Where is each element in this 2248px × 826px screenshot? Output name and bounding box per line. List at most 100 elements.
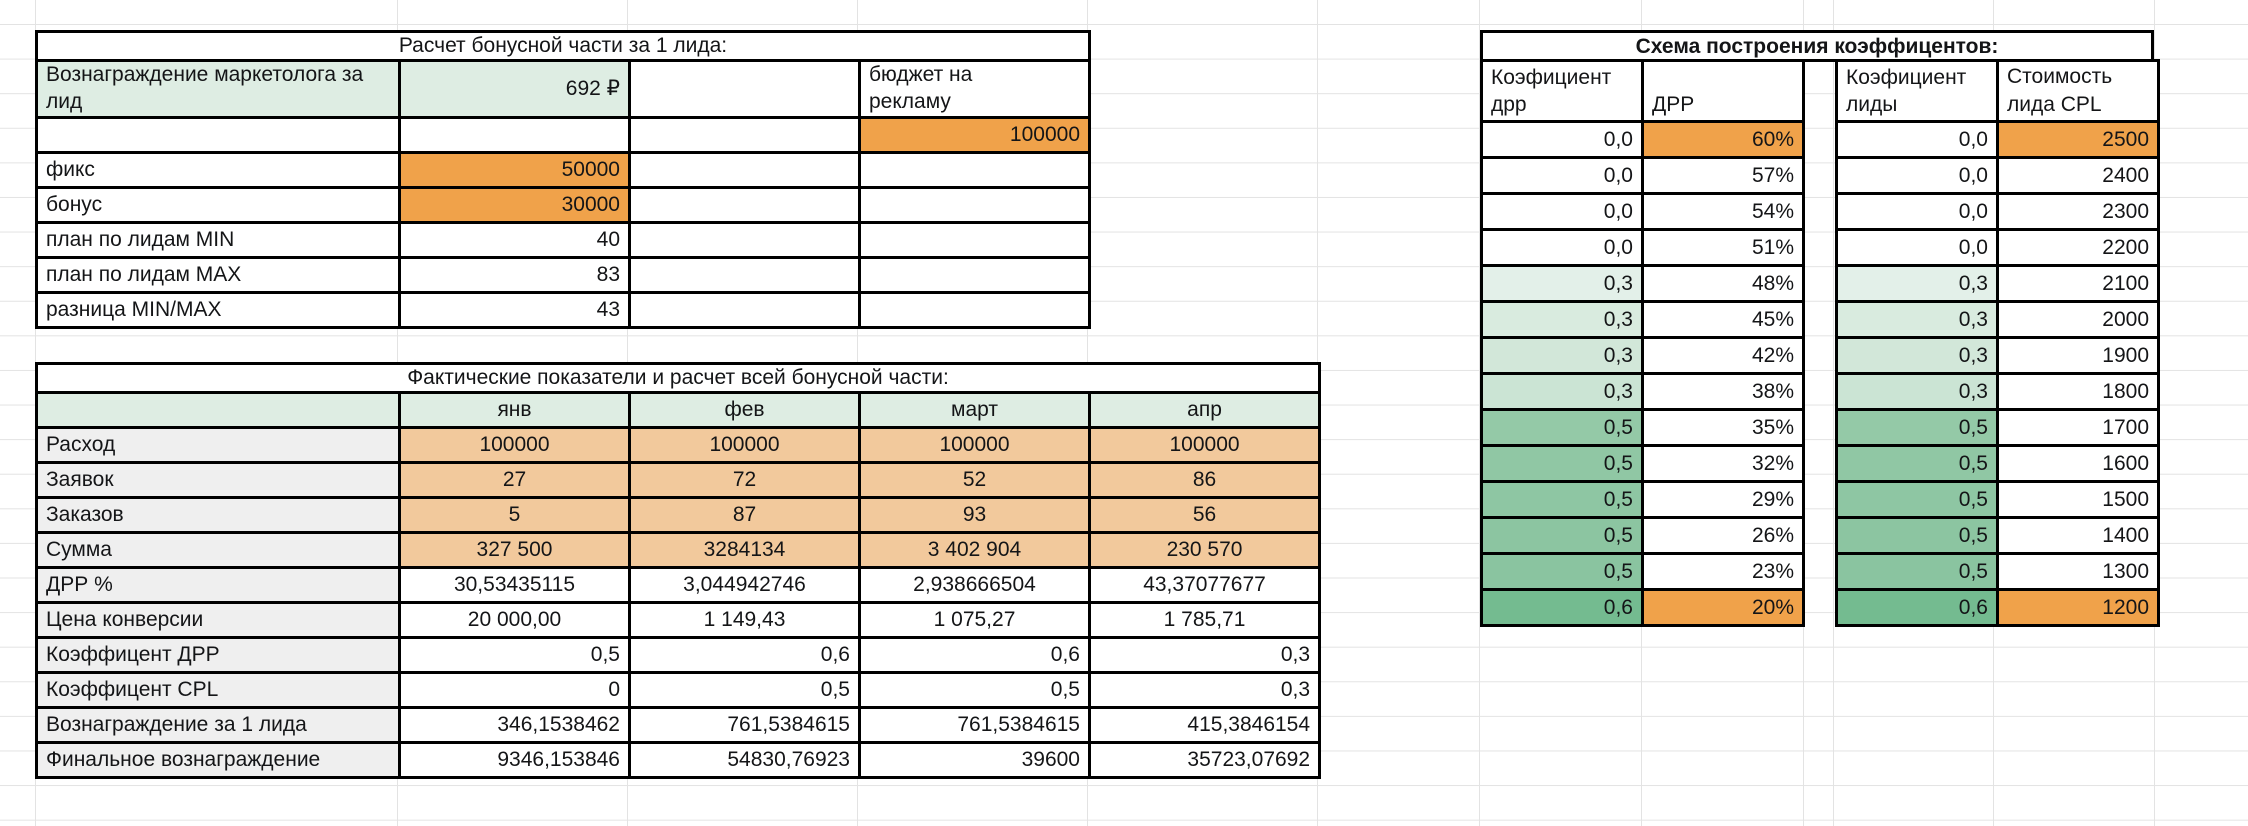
cpl-coef-cell[interactable]: 0,3 — [1835, 264, 1999, 303]
cpl-coef-header[interactable]: Коэфициент лиды — [1835, 59, 1999, 123]
bonus-row-label[interactable]: разница MIN/MAX — [35, 291, 401, 329]
fact-cell[interactable]: 93 — [858, 496, 1091, 534]
fact-cell[interactable]: 56 — [1087, 496, 1322, 534]
drr-coef-cell[interactable]: 0,5 — [1480, 408, 1644, 447]
drr-value-cell[interactable]: 42% — [1641, 336, 1805, 375]
drr-value-cell[interactable]: 38% — [1641, 372, 1805, 411]
empty-cell[interactable] — [858, 291, 1091, 329]
drr-coef-cell[interactable]: 0,3 — [1480, 264, 1644, 303]
fact-cell[interactable]: 1 149,43 — [628, 601, 861, 639]
cpl-value-header[interactable]: Стоимость лида CPL — [1996, 59, 2160, 123]
fact-cell[interactable]: 52 — [858, 461, 1091, 499]
fact-row-label[interactable]: Расход — [35, 426, 401, 464]
fact-cell[interactable]: 1 075,27 — [858, 601, 1091, 639]
drr-coef-cell[interactable]: 0,0 — [1480, 120, 1644, 159]
cpl-value-cell[interactable]: 1200 — [1996, 588, 2160, 627]
cpl-coef-cell[interactable]: 0,5 — [1835, 552, 1999, 591]
month-header-jan[interactable]: янв — [398, 391, 631, 429]
cpl-coef-cell[interactable]: 0,3 — [1835, 336, 1999, 375]
fact-cell[interactable]: 100000 — [858, 426, 1091, 464]
empty-cell[interactable] — [628, 151, 861, 189]
fact-cell[interactable]: 9346,153846 — [398, 741, 631, 779]
fact-cell[interactable]: 2,938666504 — [858, 566, 1091, 604]
bonus-row-value[interactable]: 50000 — [398, 151, 631, 189]
drr-value-cell[interactable]: 57% — [1641, 156, 1805, 195]
cpl-coef-cell[interactable]: 0,6 — [1835, 588, 1999, 627]
cpl-value-cell[interactable]: 2200 — [1996, 228, 2160, 267]
fact-cell[interactable]: 54830,76923 — [628, 741, 861, 779]
cpl-coef-cell[interactable]: 0,3 — [1835, 300, 1999, 339]
empty-cell[interactable] — [628, 256, 861, 294]
bonus-row-value[interactable]: 30000 — [398, 186, 631, 224]
cpl-coef-cell[interactable]: 0,0 — [1835, 192, 1999, 231]
fact-cell[interactable]: 327 500 — [398, 531, 631, 569]
drr-value-cell[interactable]: 48% — [1641, 264, 1805, 303]
fact-cell[interactable]: 35723,07692 — [1087, 741, 1322, 779]
month-header-feb[interactable]: фев — [628, 391, 861, 429]
bonus-row-label[interactable]: план по лидам MAX — [35, 256, 401, 294]
drr-value-cell[interactable]: 23% — [1641, 552, 1805, 591]
fact-cell[interactable]: 0 — [398, 671, 631, 709]
drr-coef-cell[interactable]: 0,0 — [1480, 228, 1644, 267]
drr-value-cell[interactable]: 60% — [1641, 120, 1805, 159]
fact-cell[interactable]: 0,3 — [1087, 671, 1322, 709]
drr-coef-cell[interactable]: 0,0 — [1480, 192, 1644, 231]
fact-cell[interactable]: 100000 — [1087, 426, 1322, 464]
bonus-row-value[interactable]: 40 — [398, 221, 631, 259]
empty-cell[interactable] — [858, 256, 1091, 294]
cpl-coef-cell[interactable]: 0,5 — [1835, 444, 1999, 483]
fact-row-label[interactable]: Заявок — [35, 461, 401, 499]
month-header-apr[interactable]: апр — [1087, 391, 1322, 429]
bonus-table-title[interactable]: Расчет бонусной части за 1 лида: — [35, 30, 1091, 62]
drr-coef-header[interactable]: Коэфициент дрр — [1480, 59, 1644, 123]
drr-value-cell[interactable]: 20% — [1641, 588, 1805, 627]
drr-coef-cell[interactable]: 0,3 — [1480, 336, 1644, 375]
fact-row-label[interactable]: Коэффицент ДРР — [35, 636, 401, 674]
month-header-mar[interactable]: март — [858, 391, 1091, 429]
drr-coef-cell[interactable]: 0,3 — [1480, 300, 1644, 339]
bonus-row-value[interactable]: 83 — [398, 256, 631, 294]
cpl-coef-cell[interactable]: 0,0 — [1835, 120, 1999, 159]
fact-cell[interactable]: 3,044942746 — [628, 566, 861, 604]
fact-row-label[interactable]: Заказов — [35, 496, 401, 534]
cpl-value-cell[interactable]: 2400 — [1996, 156, 2160, 195]
fact-cell[interactable]: 100000 — [398, 426, 631, 464]
cpl-value-cell[interactable]: 2100 — [1996, 264, 2160, 303]
fact-cell[interactable]: 20 000,00 — [398, 601, 631, 639]
fact-cell[interactable]: 1 785,71 — [1087, 601, 1322, 639]
fact-row-label[interactable]: Финальное вознаграждение — [35, 741, 401, 779]
drr-value-cell[interactable]: 29% — [1641, 480, 1805, 519]
cpl-coef-cell[interactable]: 0,0 — [1835, 228, 1999, 267]
drr-value-cell[interactable]: 32% — [1641, 444, 1805, 483]
fact-row-label[interactable]: Цена конверсии — [35, 601, 401, 639]
cpl-value-cell[interactable]: 1300 — [1996, 552, 2160, 591]
empty-cell[interactable] — [628, 291, 861, 329]
fact-cell[interactable]: 230 570 — [1087, 531, 1322, 569]
fact-table-title[interactable]: Фактические показатели и расчет всей бон… — [34, 362, 1322, 394]
drr-value-cell[interactable]: 51% — [1641, 228, 1805, 267]
fact-cell[interactable]: 0,3 — [1087, 636, 1322, 674]
empty-cell[interactable] — [35, 391, 401, 429]
drr-coef-cell[interactable]: 0,5 — [1480, 444, 1644, 483]
cpl-coef-cell[interactable]: 0,5 — [1835, 408, 1999, 447]
cpl-value-cell[interactable]: 1600 — [1996, 444, 2160, 483]
empty-cell[interactable] — [628, 59, 861, 119]
fact-cell[interactable]: 5 — [398, 496, 631, 534]
drr-coef-cell[interactable]: 0,0 — [1480, 156, 1644, 195]
budget-label-cell[interactable]: бюджет на рекламу — [858, 59, 1091, 119]
fact-cell[interactable]: 3 402 904 — [858, 531, 1091, 569]
fact-cell[interactable]: 3284134 — [628, 531, 861, 569]
drr-coef-cell[interactable]: 0,3 — [1480, 372, 1644, 411]
fact-row-label[interactable]: ДРР % — [35, 566, 401, 604]
fact-cell[interactable]: 86 — [1087, 461, 1322, 499]
cpl-coef-cell[interactable]: 0,3 — [1835, 372, 1999, 411]
bonus-row-label[interactable]: бонус — [35, 186, 401, 224]
empty-cell[interactable] — [628, 116, 861, 154]
empty-cell[interactable] — [398, 116, 631, 154]
fact-cell[interactable]: 30,53435115 — [398, 566, 631, 604]
cpl-value-cell[interactable]: 2000 — [1996, 300, 2160, 339]
cpl-value-cell[interactable]: 1900 — [1996, 336, 2160, 375]
cpl-value-cell[interactable]: 1500 — [1996, 480, 2160, 519]
cpl-value-cell[interactable]: 2500 — [1996, 120, 2160, 159]
empty-cell[interactable] — [858, 186, 1091, 224]
